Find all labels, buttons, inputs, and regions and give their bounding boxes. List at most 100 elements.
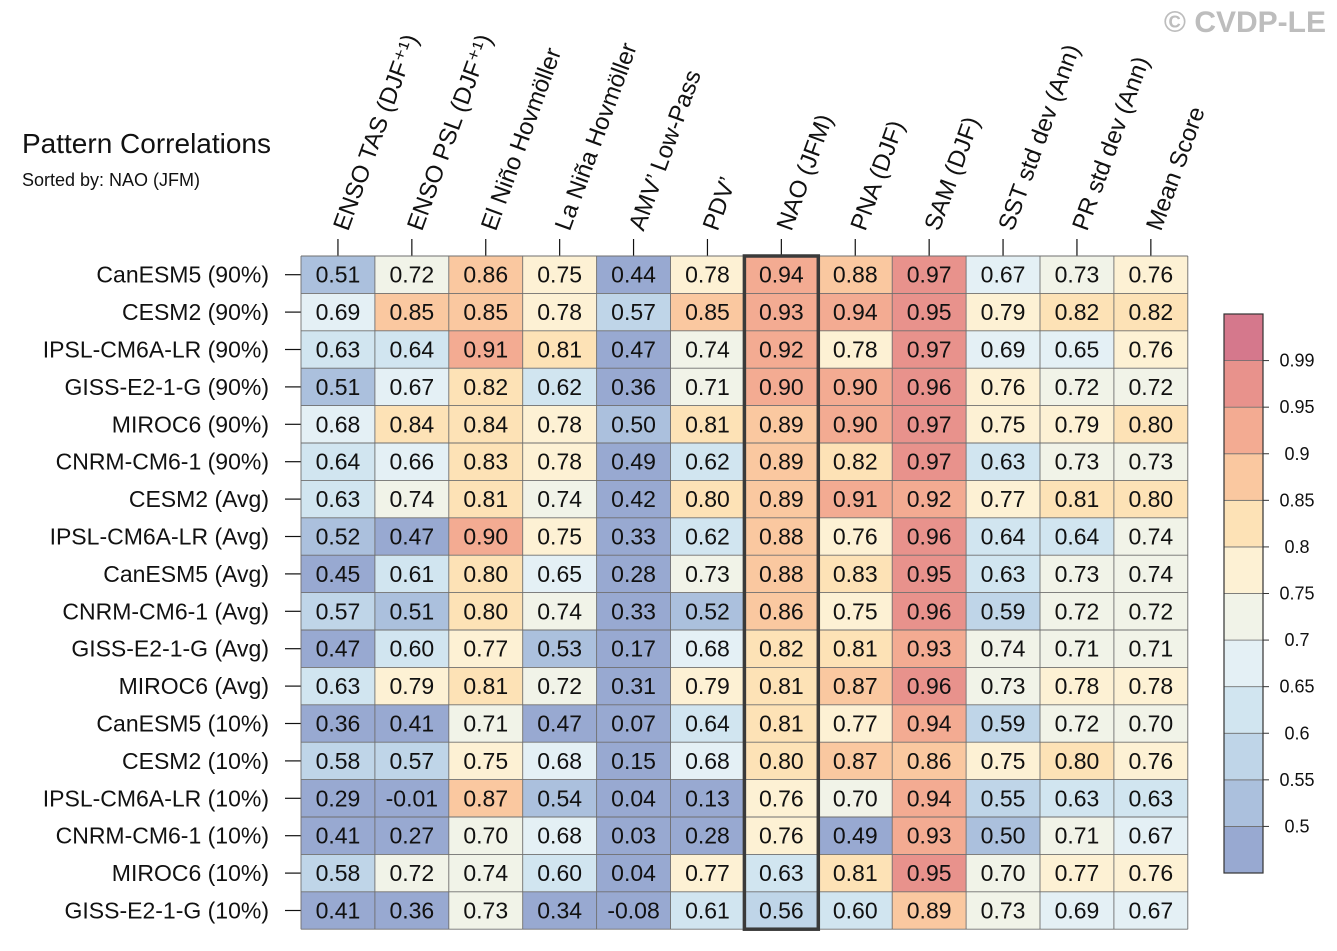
row-label: CNRM-CM6-1 (90%) xyxy=(56,449,269,475)
cell-value: 0.91 xyxy=(833,486,878,512)
cell-value: 0.73 xyxy=(1055,449,1100,475)
heatmap-cell xyxy=(818,405,893,443)
cell-value: 0.77 xyxy=(463,636,508,662)
cell-value: 0.76 xyxy=(759,785,804,811)
heatmap-cell xyxy=(892,742,967,780)
heatmap-cell xyxy=(1040,630,1114,668)
heatmap-cell xyxy=(374,742,449,780)
cell-value: 0.33 xyxy=(611,598,656,624)
cell-value: 0.64 xyxy=(1055,524,1100,550)
heatmap-cell xyxy=(892,854,967,892)
cell-value: 0.95 xyxy=(907,561,952,587)
cell-value: 0.63 xyxy=(981,561,1026,587)
cell-value: 0.94 xyxy=(833,299,878,325)
heatmap-cell xyxy=(301,368,375,406)
cell-value: 0.67 xyxy=(1128,898,1173,924)
cell-value: 0.85 xyxy=(463,299,508,325)
heatmap-cell xyxy=(966,330,1040,369)
heatmap-cell xyxy=(744,330,819,369)
heatmap-cell xyxy=(966,817,1040,855)
heatmap-cell xyxy=(744,817,819,855)
heatmap-cell xyxy=(744,667,819,705)
cell-value: 0.97 xyxy=(907,449,952,475)
cell-value: 0.50 xyxy=(981,823,1026,849)
cell-value: 0.78 xyxy=(537,299,582,325)
cell-value: 0.80 xyxy=(685,486,730,512)
heatmap-cell xyxy=(892,630,967,668)
heatmap-cell xyxy=(522,704,597,743)
heatmap-cell xyxy=(670,667,745,705)
cell-value: 0.58 xyxy=(316,748,361,774)
heatmap-cell xyxy=(892,368,967,406)
cell-value: 0.63 xyxy=(1055,785,1100,811)
colorbar-swatch xyxy=(1223,639,1264,688)
heatmap-cell xyxy=(818,517,893,556)
cell-value: 0.51 xyxy=(316,262,361,288)
cell-value: 0.41 xyxy=(316,898,361,924)
heatmap-cell xyxy=(1040,742,1114,780)
cell-value: 0.56 xyxy=(759,898,804,924)
heatmap-cell xyxy=(374,667,449,705)
colorbar-tick-label: 0.85 xyxy=(1279,490,1314,510)
heatmap-cell xyxy=(301,742,375,780)
colorbar-swatch xyxy=(1223,686,1264,734)
heatmap-cell xyxy=(892,779,967,817)
heatmap-cell xyxy=(1113,704,1188,743)
cell-value: 0.78 xyxy=(833,337,878,363)
cell-value: 0.90 xyxy=(759,374,804,400)
heatmap-cell xyxy=(522,517,597,556)
heatmap-cell xyxy=(670,854,745,892)
row-label: IPSL-CM6A-LR (Avg) xyxy=(50,524,269,550)
cell-value: 0.96 xyxy=(907,374,952,400)
colorbar-tick-label: 0.99 xyxy=(1279,351,1314,371)
highlight-column-frame xyxy=(742,254,821,931)
heatmap-cell xyxy=(1113,854,1188,892)
heatmap-cell xyxy=(1113,592,1188,630)
cell-value: 0.79 xyxy=(685,673,730,699)
heatmap-cell xyxy=(522,779,597,817)
heatmap-cell xyxy=(818,742,893,780)
colorbar-tick-label: 0.9 xyxy=(1284,444,1309,464)
cell-value: 0.67 xyxy=(981,262,1026,288)
heatmap-cell xyxy=(448,704,523,743)
heatmap-cell xyxy=(1040,854,1114,892)
heatmap-cell xyxy=(448,891,523,930)
heatmap-cell xyxy=(1113,630,1188,668)
cell-value: 0.93 xyxy=(907,636,952,662)
heatmap-cell xyxy=(818,704,893,743)
cell-value: 0.95 xyxy=(907,299,952,325)
heatmap-cell xyxy=(448,555,523,593)
heatmap-cell xyxy=(374,517,449,556)
colorbar-tick-label: 0.55 xyxy=(1279,770,1314,790)
heatmap-cell xyxy=(818,592,893,630)
chart-subtitle: Sorted by: NAO (JFM) xyxy=(22,170,200,190)
heatmap-cell xyxy=(448,817,523,855)
heatmap-cell xyxy=(744,443,819,481)
heatmap-cell xyxy=(892,891,967,930)
cell-value: 0.77 xyxy=(981,486,1026,512)
heatmap-cell xyxy=(522,854,597,892)
cell-value: 0.03 xyxy=(611,823,656,849)
heatmap-cell xyxy=(448,742,523,780)
heatmap-cell xyxy=(818,891,893,930)
cell-value: 0.78 xyxy=(685,262,730,288)
heatmap-cell xyxy=(522,555,597,593)
colorbar-swatch xyxy=(1223,453,1264,501)
heatmap-cell xyxy=(1040,405,1114,443)
heatmap-cell xyxy=(892,293,967,331)
cell-value: 0.97 xyxy=(907,337,952,363)
cell-value: 0.82 xyxy=(1128,299,1173,325)
heatmap-cell xyxy=(966,256,1040,294)
cell-value: 0.80 xyxy=(759,748,804,774)
heatmap-cell xyxy=(301,330,375,369)
cell-value: 0.96 xyxy=(907,524,952,550)
cell-value: 0.67 xyxy=(1128,823,1173,849)
heatmap-cell xyxy=(818,443,893,481)
cell-value: 0.80 xyxy=(1128,486,1173,512)
row-label: IPSL-CM6A-LR (10%) xyxy=(43,785,269,811)
heatmap-cell xyxy=(596,630,671,668)
cell-value: 0.88 xyxy=(759,561,804,587)
cell-value: 0.94 xyxy=(759,262,804,288)
cell-value: 0.74 xyxy=(537,598,582,624)
cell-value: 0.76 xyxy=(1128,860,1173,886)
